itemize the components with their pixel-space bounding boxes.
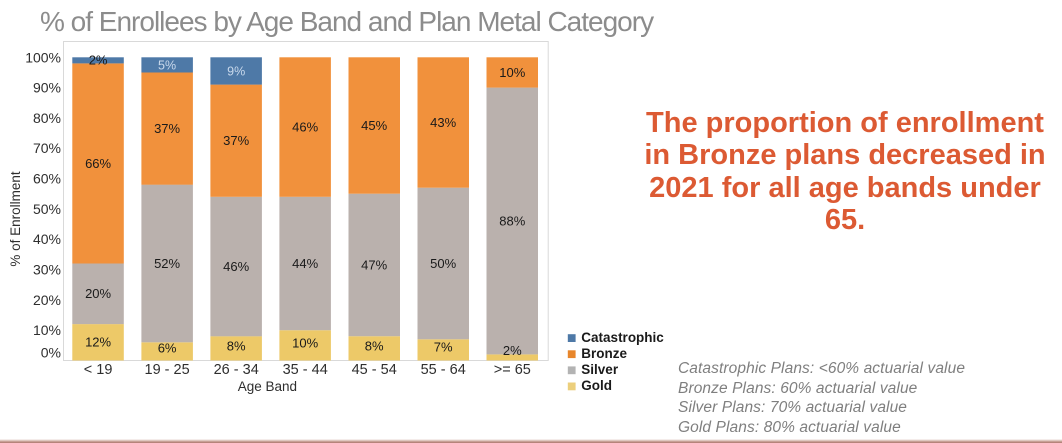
svg-text:26 - 34: 26 - 34 <box>214 362 259 378</box>
svg-text:45 - 54: 45 - 54 <box>352 362 397 378</box>
svg-text:55 - 64: 55 - 64 <box>421 362 466 378</box>
svg-text:37%: 37% <box>223 133 249 148</box>
svg-text:10%: 10% <box>499 65 525 80</box>
svg-text:6%: 6% <box>158 340 177 355</box>
svg-text:88%: 88% <box>499 213 525 228</box>
svg-text:43%: 43% <box>430 115 456 130</box>
svg-text:5%: 5% <box>158 58 176 72</box>
svg-text:44%: 44% <box>292 256 318 271</box>
svg-text:66%: 66% <box>85 156 111 171</box>
svg-text:100%: 100% <box>25 49 61 65</box>
svg-text:70%: 70% <box>33 140 61 156</box>
svg-text:52%: 52% <box>154 256 180 271</box>
svg-text:2%: 2% <box>89 53 108 68</box>
svg-text:0%: 0% <box>41 345 61 361</box>
svg-text:90%: 90% <box>33 80 61 96</box>
svg-text:% of Enrollment: % of Enrollment <box>8 171 23 267</box>
svg-text:7%: 7% <box>434 339 453 354</box>
svg-text:30%: 30% <box>33 262 61 278</box>
svg-text:20%: 20% <box>33 292 61 308</box>
svg-text:46%: 46% <box>223 259 249 274</box>
svg-text:>= 65: >= 65 <box>494 362 531 378</box>
svg-text:47%: 47% <box>361 257 387 272</box>
svg-text:Gold: Gold <box>581 378 612 393</box>
svg-text:37%: 37% <box>154 121 180 136</box>
svg-text:46%: 46% <box>292 119 318 134</box>
svg-text:40%: 40% <box>33 231 61 247</box>
svg-text:10%: 10% <box>33 322 61 338</box>
svg-text:20%: 20% <box>85 286 111 301</box>
svg-text:80%: 80% <box>33 110 61 126</box>
svg-text:35 - 44: 35 - 44 <box>283 362 328 378</box>
svg-text:Silver: Silver <box>581 362 619 377</box>
svg-text:50%: 50% <box>33 201 61 217</box>
svg-text:8%: 8% <box>365 338 384 353</box>
svg-text:< 19: < 19 <box>84 362 113 378</box>
svg-text:50%: 50% <box>430 256 456 271</box>
svg-text:45%: 45% <box>361 118 387 133</box>
svg-text:Age Band: Age Band <box>238 379 297 394</box>
svg-text:Bronze: Bronze <box>581 346 627 361</box>
svg-text:8%: 8% <box>227 338 246 353</box>
svg-text:9%: 9% <box>227 64 245 78</box>
svg-text:60%: 60% <box>33 171 61 187</box>
svg-text:10%: 10% <box>292 335 318 350</box>
svg-text:Catastrophic: Catastrophic <box>581 330 664 345</box>
svg-text:12%: 12% <box>85 334 111 349</box>
svg-text:2%: 2% <box>503 343 522 358</box>
svg-text:19 - 25: 19 - 25 <box>145 362 190 378</box>
